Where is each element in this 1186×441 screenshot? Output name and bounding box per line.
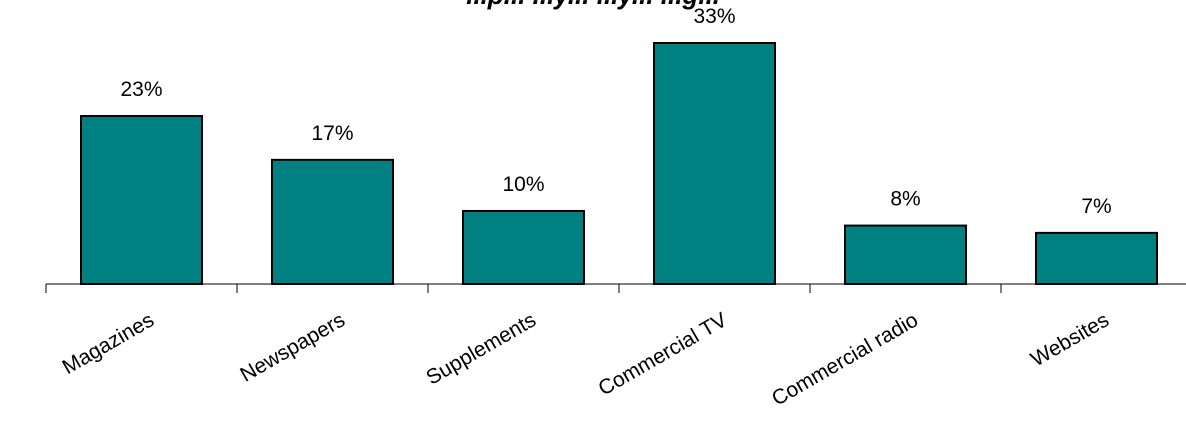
bar-websites (1035, 231, 1158, 285)
category-labels-layer: Magazines Newspapers Supplements Commercial… (59, 308, 1113, 410)
bar-newspapers (271, 158, 394, 285)
category-label-commercial-tv: Commercial TV (595, 308, 731, 400)
category-label-magazines: Magazines (59, 308, 158, 379)
x-axis (45, 283, 1186, 293)
category-label-newspapers: Newspapers (236, 308, 349, 386)
data-labels-layer: 23% 17% 10% 33% 8% 7% (120, 5, 1111, 218)
data-label-supplements: 10% (502, 173, 544, 196)
category-label-commercial-radio: Commercial radio (768, 308, 922, 410)
chart-title: ...p... ...y... ...y... ...g... (466, 0, 720, 10)
bars-layer (80, 42, 1158, 286)
bar-magazines (80, 115, 203, 285)
bar-commercial-radio (844, 224, 967, 286)
data-label-newspapers: 17% (311, 122, 353, 145)
category-label-websites: Websites (1027, 308, 1113, 371)
category-label-supplements: Supplements (422, 308, 540, 389)
bar-supplements (462, 209, 585, 285)
data-label-websites: 7% (1081, 195, 1111, 218)
data-label-commercial-tv: 33% (693, 5, 735, 28)
data-label-magazines: 23% (120, 78, 162, 101)
data-label-commercial-radio: 8% (890, 188, 920, 211)
bar-commercial-tv (653, 42, 776, 285)
